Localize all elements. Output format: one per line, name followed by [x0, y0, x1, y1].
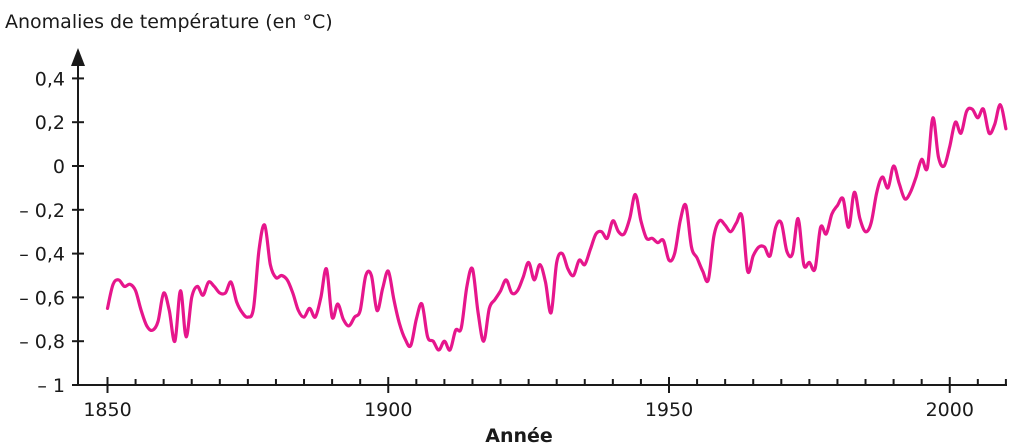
y-tick-label: – 0,6: [19, 287, 65, 309]
y-tick-label: – 0,2: [19, 200, 65, 222]
x-tick-label: 1850: [83, 399, 131, 421]
y-tick-label: – 0,8: [19, 331, 65, 353]
x-tick-label: 1950: [645, 399, 693, 421]
y-tick-label: 0,2: [35, 112, 65, 134]
x-tick-label: 1900: [364, 399, 412, 421]
y-tick-label: 0,4: [35, 68, 65, 90]
temperature-anomaly-line: [105, 103, 1008, 352]
axes: [71, 48, 1007, 386]
y-tick-label: – 0,4: [19, 244, 65, 266]
y-ticks: 0,4 0,2 0 – 0,2 – 0,4 – 0,6 – 0,8 – 1: [19, 68, 84, 397]
x-ticks: 1850 1900 1950 2000: [83, 377, 1007, 421]
series-group: [105, 103, 1008, 352]
x-axis-label: Année: [485, 425, 553, 447]
x-tick-label: 2000: [926, 399, 974, 421]
y-axis-arrow: [71, 48, 85, 66]
y-tick-label: 0: [53, 156, 65, 178]
y-tick-label: – 1: [37, 375, 65, 397]
y-axis-label: Anomalies de température (en °C): [5, 11, 333, 33]
